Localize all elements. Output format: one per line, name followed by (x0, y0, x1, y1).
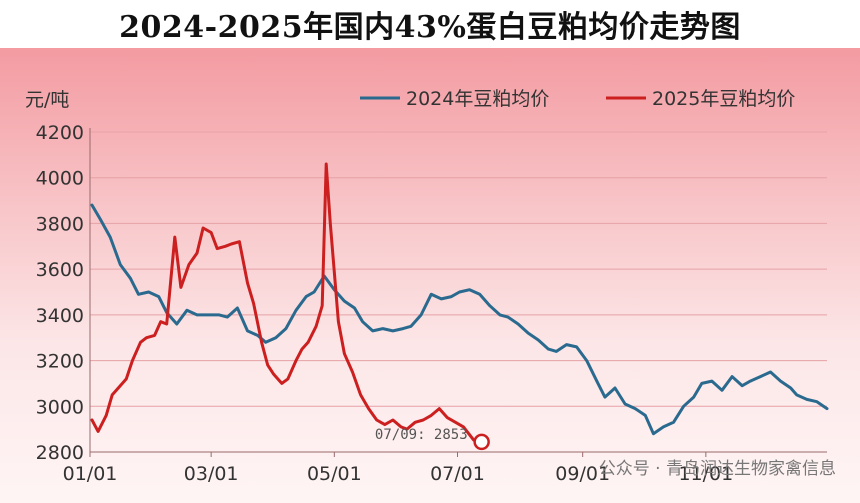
x-tick-label: 11/01 (678, 463, 733, 485)
y-tick-label: 3800 (36, 213, 84, 235)
legend-label-2: 2025年豆粕均价 (652, 88, 795, 110)
x-tick-label: 05/01 (307, 463, 362, 485)
watermark-text: 公众号 · 青岛润达生物家禽信息 (599, 459, 836, 479)
y-tick-label: 4200 (36, 122, 84, 144)
x-tick-label: 07/01 (430, 463, 485, 485)
chart-area: 2800 3000 3200 3400 3600 3800 4000 4200 01/01 03/… (0, 48, 860, 503)
chart-title-bar: 2024-2025年国内43%蛋白豆粕均价走势图 (0, 0, 860, 48)
y-tick-label: 3400 (36, 305, 84, 327)
y-tick-label: 4000 (36, 168, 84, 190)
annotation-marker (473, 433, 490, 451)
annotation-label: 07/09: 2853 (375, 427, 468, 443)
y-tick-label: 3600 (36, 259, 84, 281)
y-tick-label: 2800 (36, 442, 84, 464)
series-line-2 (90, 162, 476, 442)
y-tick-label: 3200 (36, 351, 84, 373)
chart-title: 2024-2025年国内43%蛋白豆粕均价走势图 (119, 10, 741, 45)
x-tick-label: 01/01 (63, 463, 118, 485)
y-axis-unit-label: 元/吨 (25, 89, 69, 111)
series-line-1 (90, 203, 829, 436)
y-tick-label: 3000 (36, 396, 84, 418)
x-tick-label: 03/01 (184, 463, 239, 485)
x-tick-label: 09/01 (555, 463, 610, 485)
line-chart: 2800 3000 3200 3400 3600 3800 4000 4200 01/01 03/… (25, 88, 836, 485)
legend-label-1: 2024年豆粕均价 (406, 88, 549, 110)
